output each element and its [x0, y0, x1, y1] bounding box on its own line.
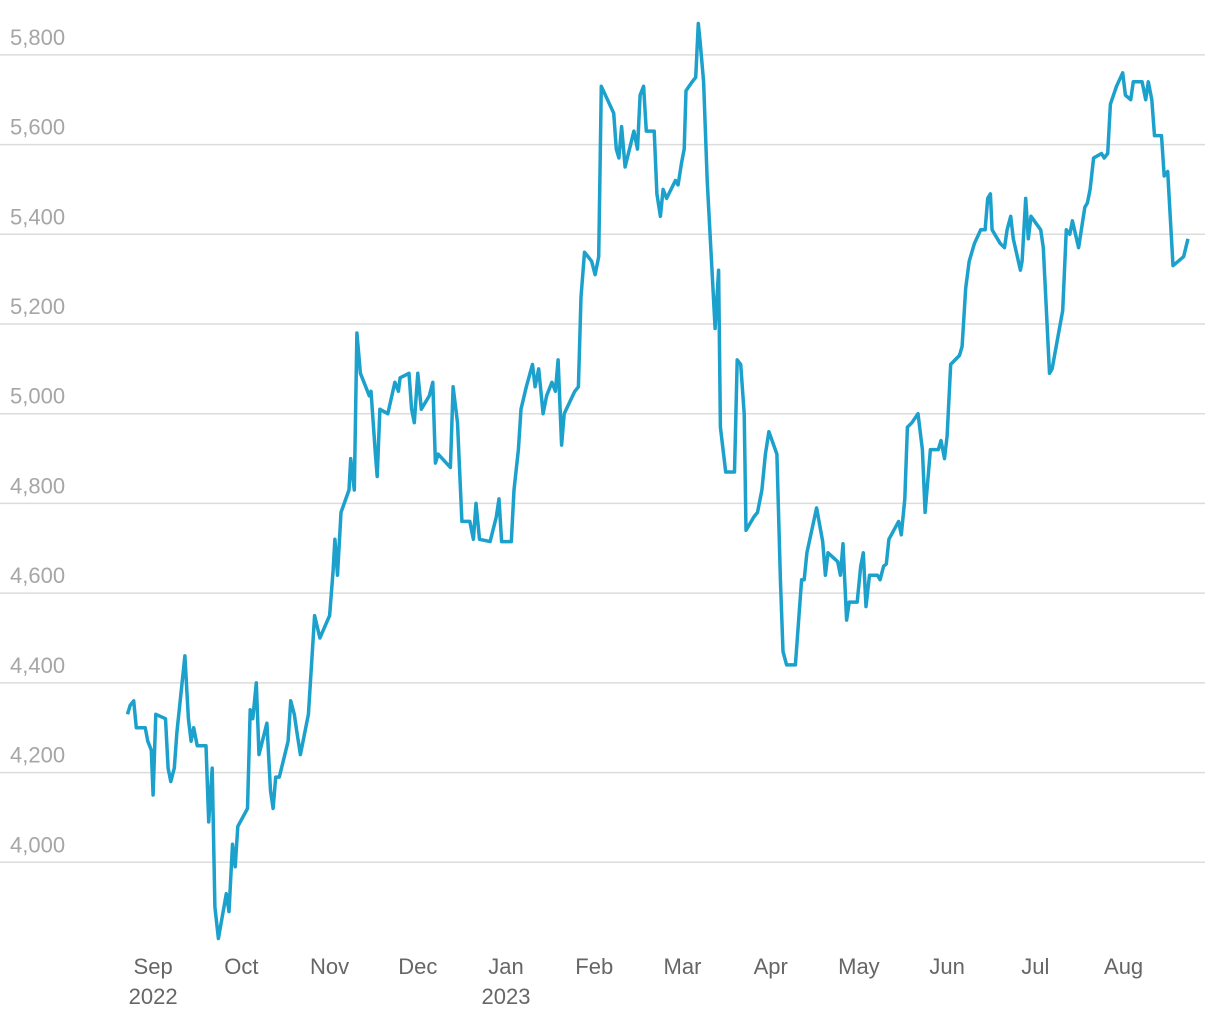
x-tick-label: Apr: [754, 954, 788, 979]
y-tick-label: 4,800: [10, 473, 65, 498]
x-year-label: 2023: [482, 984, 531, 1009]
y-tick-label: 5,600: [10, 115, 65, 140]
x-tick-label: Sep: [134, 954, 173, 979]
x-tick-label: Aug: [1104, 954, 1143, 979]
y-tick-label: 5,200: [10, 294, 65, 319]
x-tick-label: Nov: [310, 954, 349, 979]
x-tick-label: Oct: [224, 954, 258, 979]
x-tick-label: Dec: [398, 954, 437, 979]
x-tick-label: Jun: [929, 954, 964, 979]
x-tick-label: May: [838, 954, 880, 979]
y-tick-label: 5,800: [10, 25, 65, 50]
x-tick-label: Mar: [664, 954, 702, 979]
y-tick-label: 5,000: [10, 384, 65, 409]
x-tick-label: Jul: [1021, 954, 1049, 979]
x-tick-label: Feb: [575, 954, 613, 979]
y-tick-label: 5,400: [10, 204, 65, 229]
y-tick-label: 4,000: [10, 832, 65, 857]
y-tick-label: 4,400: [10, 653, 65, 678]
y-tick-label: 4,200: [10, 743, 65, 768]
price-line: [125, 21, 1190, 941]
x-year-label: 2022: [129, 984, 178, 1009]
y-tick-label: 4,600: [10, 563, 65, 588]
x-tick-label: Jan: [488, 954, 523, 979]
